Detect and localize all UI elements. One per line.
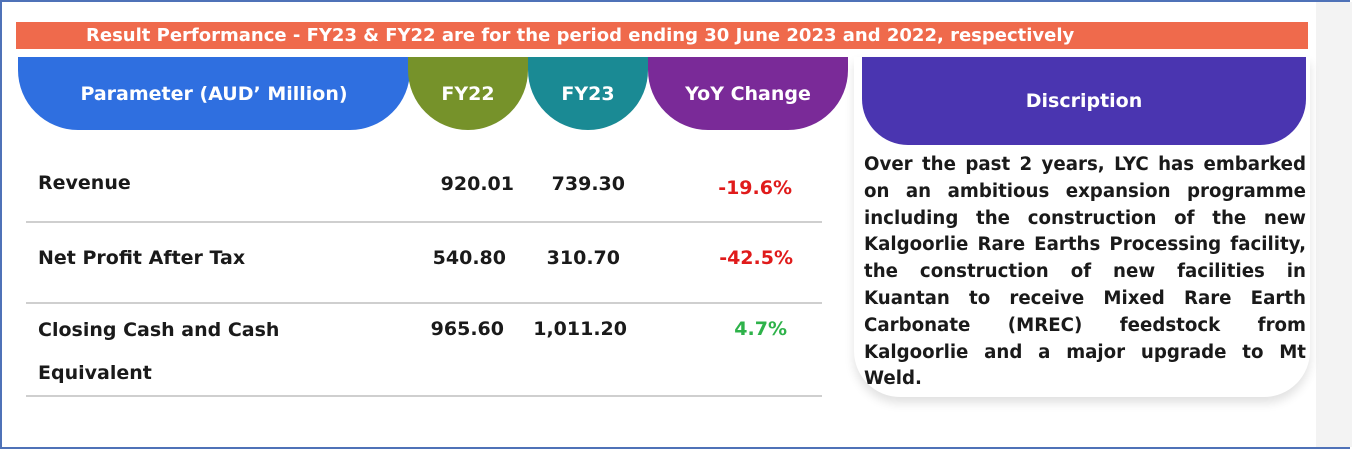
closing-cash-yoy: 4.7%: [734, 318, 787, 340]
row-label-closing-cash-line1: Closing Cash and Cash: [38, 319, 280, 341]
row-label-net-profit: Net Profit After Tax: [38, 247, 246, 269]
revenue-fy23: 739.30: [551, 173, 625, 195]
closing-cash-fy23: 1,011.20: [533, 318, 627, 340]
closing-cash-fy22: 965.60: [430, 318, 504, 340]
net-profit-yoy: -42.5%: [719, 247, 793, 269]
description-text: Over the past 2 years, LYC has embarked …: [864, 154, 1306, 390]
revenue-yoy: -19.6%: [718, 177, 792, 199]
row-divider: [26, 395, 822, 397]
header-yoy-change: YoY Change: [648, 57, 848, 130]
row-divider: [26, 302, 822, 304]
net-profit-fy22: 540.80: [432, 247, 506, 269]
net-profit-fy23: 310.70: [546, 247, 620, 269]
header-description: Discription: [862, 57, 1306, 145]
right-margin-strip: [1316, 2, 1352, 447]
header-parameter: Parameter (AUD’ Million): [18, 57, 410, 130]
row-divider: [26, 221, 822, 223]
row-label-revenue: Revenue: [38, 172, 131, 194]
title-banner: Result Performance - FY23 & FY22 are for…: [16, 22, 1308, 49]
revenue-fy22: 920.01: [440, 173, 514, 195]
row-label-closing-cash-line2: Equivalent: [38, 362, 152, 384]
